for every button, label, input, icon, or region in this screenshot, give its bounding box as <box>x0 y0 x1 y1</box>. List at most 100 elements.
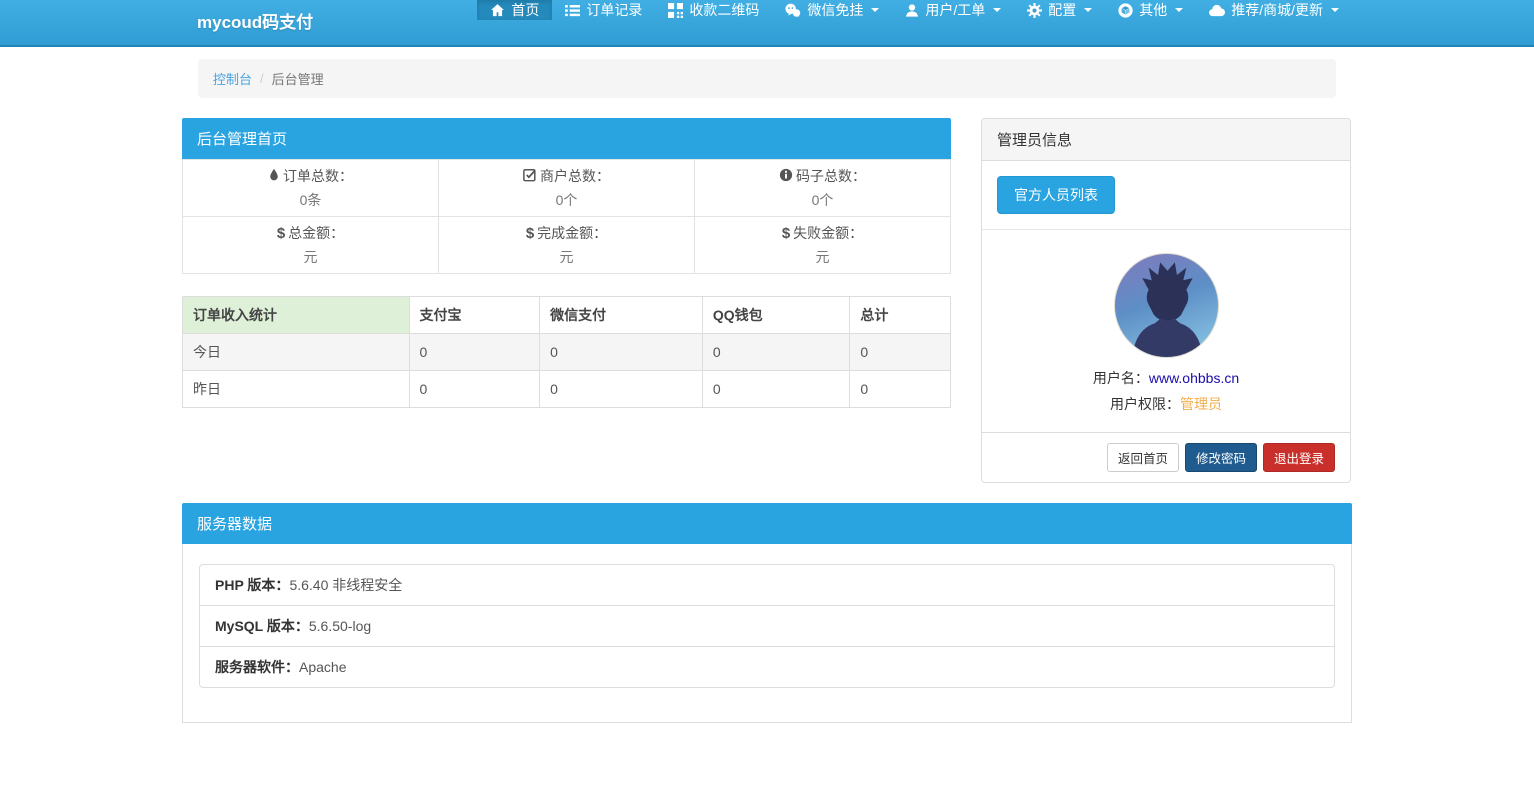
dashboard-panel-title: 后台管理首页 <box>182 118 951 159</box>
stat-failed-amount: $ 失败金额： 元 <box>694 216 951 274</box>
stat-label: 订单总数： <box>283 168 353 184</box>
stat-label: 总金额： <box>288 225 345 241</box>
cell-value: 0 <box>408 370 541 408</box>
row-label-today: 今日 <box>182 333 410 371</box>
dashboard-panel: 后台管理首页 订单总数： 0条 <box>182 118 951 274</box>
cell-value: 0 <box>408 333 541 371</box>
user-info-section: 用户名：www.ohbbs.cn 用户权限：管理员 <box>982 229 1350 432</box>
server-item-value: 5.6.50-log <box>308 618 372 634</box>
stat-label: 完成金额： <box>537 225 608 241</box>
list-item-mysql: MySQL 版本：5.6.50-log <box>200 606 1334 647</box>
stat-value: 元 <box>559 249 574 265</box>
logout-button[interactable]: 退出登录 <box>1262 443 1335 472</box>
stat-merchant-total: 商户总数： 0个 <box>438 159 695 217</box>
user-icon <box>905 3 919 18</box>
wechat-icon <box>785 3 801 18</box>
admin-panel-title: 管理员信息 <box>982 119 1350 161</box>
username-line: 用户名：www.ohbbs.cn <box>997 368 1335 388</box>
nav-item-label: 收款二维码 <box>689 2 760 18</box>
server-data-panel: 服务器数据 PHP 版本：5.6.40 非线程安全 MySQL 版本：5.6.5… <box>182 503 1352 723</box>
avatar <box>1113 253 1219 358</box>
stat-complete-amount: $ 完成金额： 元 <box>438 216 695 274</box>
column-header-alipay: 支付宝 <box>408 296 541 334</box>
stat-label: 码子总数： <box>796 168 866 184</box>
tint-icon <box>268 168 280 185</box>
list-item-software: 服务器软件：Apache <box>200 647 1334 687</box>
change-password-button[interactable]: 修改密码 <box>1184 443 1257 472</box>
role-value: 管理员 <box>1180 396 1222 412</box>
chevron-down-icon <box>993 8 1002 12</box>
chevron-down-icon <box>1084 8 1093 12</box>
role-line: 用户权限：管理员 <box>997 394 1335 414</box>
dollar-icon: $ <box>525 224 535 242</box>
cell-value: 0 <box>849 370 951 408</box>
nav-item-users-tickets[interactable]: 用户/工单 <box>892 0 1014 20</box>
server-item-label: MySQL 版本： <box>215 618 309 634</box>
chevron-down-icon <box>871 8 880 12</box>
chevron-down-icon <box>1331 8 1339 12</box>
income-stats-table: 订单收入统计 支付宝 微信支付 QQ钱包 总计 今日 0 0 0 0 昨日 0 … <box>182 296 951 408</box>
cell-value: 0 <box>849 333 951 371</box>
gear-icon <box>1027 2 1043 18</box>
stat-value: 0条 <box>299 192 322 208</box>
nav-item-config[interactable]: 配置 <box>1014 0 1105 20</box>
cloud-icon <box>1209 4 1226 17</box>
column-header-qqwallet: QQ钱包 <box>701 296 851 334</box>
admin-info-panel: 管理员信息 官方人员列表 用户名：www.ohbbs.cn <box>981 118 1351 483</box>
row-label-yesterday: 昨日 <box>182 370 410 408</box>
cell-value: 0 <box>701 370 851 408</box>
back-home-button[interactable]: 返回首页 <box>1106 443 1179 472</box>
breadcrumb-separator: / <box>260 71 264 86</box>
breadcrumb-home-link[interactable]: 控制台 <box>213 72 253 87</box>
stat-value: 元 <box>303 249 318 265</box>
nav-item-label: 推荐/商城/更新 <box>1231 2 1323 18</box>
dollar-icon: $ <box>276 224 286 242</box>
check-square-icon <box>523 168 537 185</box>
dollar-icon: $ <box>781 224 791 242</box>
server-item-label: PHP 版本： <box>215 577 290 593</box>
admin-panel-footer: 返回首页 修改密码 退出登录 <box>982 432 1350 482</box>
qrcode-icon <box>668 2 684 18</box>
nav-item-label: 用户/工单 <box>925 2 986 18</box>
nav-item-label: 配置 <box>1048 2 1077 18</box>
table-row: 昨日 0 0 0 0 <box>182 370 951 408</box>
nav-item-qrcode[interactable]: 收款二维码 <box>655 0 772 20</box>
home-icon <box>490 3 505 18</box>
staff-list-button[interactable]: 官方人员列表 <box>997 176 1115 214</box>
nav-item-label: 首页 <box>511 2 540 18</box>
breadcrumb: 控制台 / 后台管理 <box>198 59 1336 98</box>
nav-item-recommend[interactable]: 推荐/商城/更新 <box>1196 0 1352 20</box>
brand-title: mycoud码支付 <box>197 13 314 32</box>
nav-item-label: 订单记录 <box>586 2 643 18</box>
server-item-value: Apache <box>299 659 347 675</box>
staff-section: 官方人员列表 <box>982 161 1350 229</box>
username-label: 用户名： <box>1092 370 1149 386</box>
stat-value: 0个 <box>811 192 834 208</box>
cube-icon <box>1118 2 1133 18</box>
server-panel-title: 服务器数据 <box>182 503 1352 544</box>
nav-item-wechat[interactable]: 微信免挂 <box>772 0 892 20</box>
column-header-wechatpay: 微信支付 <box>539 296 703 334</box>
column-header-total: 总计 <box>849 296 951 334</box>
main-nav: 首页 订单记录 收款二维码 微信免挂 用户/工单 配置 <box>477 0 1352 45</box>
stat-label: 失败金额： <box>793 225 864 241</box>
stats-table: 订单总数： 0条 商户总数： 0个 <box>182 159 951 274</box>
server-info-list: PHP 版本：5.6.40 非线程安全 MySQL 版本：5.6.50-log … <box>199 564 1335 688</box>
cell-value: 0 <box>701 333 851 371</box>
stat-order-total: 订单总数： 0条 <box>182 159 439 217</box>
nav-item-other[interactable]: 其他 <box>1105 0 1196 20</box>
server-item-value: 5.6.40 非线程安全 <box>289 577 403 593</box>
stat-label: 商户总数： <box>540 168 610 184</box>
stat-value: 0个 <box>555 192 578 208</box>
cell-value: 0 <box>539 370 703 408</box>
nav-item-home[interactable]: 首页 <box>477 0 553 20</box>
nav-item-orders[interactable]: 订单记录 <box>552 0 655 20</box>
income-table-title: 订单收入统计 <box>182 296 410 334</box>
stat-total-amount: $ 总金额： 元 <box>182 216 439 274</box>
nav-item-label: 微信免挂 <box>807 2 864 18</box>
server-item-label: 服务器软件： <box>215 659 299 675</box>
nav-item-label: 其他 <box>1139 2 1168 18</box>
table-row: 今日 0 0 0 0 <box>182 333 951 371</box>
top-navbar: mycoud码支付 首页 订单记录 收款二维码 微信免挂 用户/工单 <box>0 0 1534 47</box>
username-link[interactable]: www.ohbbs.cn <box>1148 370 1240 386</box>
